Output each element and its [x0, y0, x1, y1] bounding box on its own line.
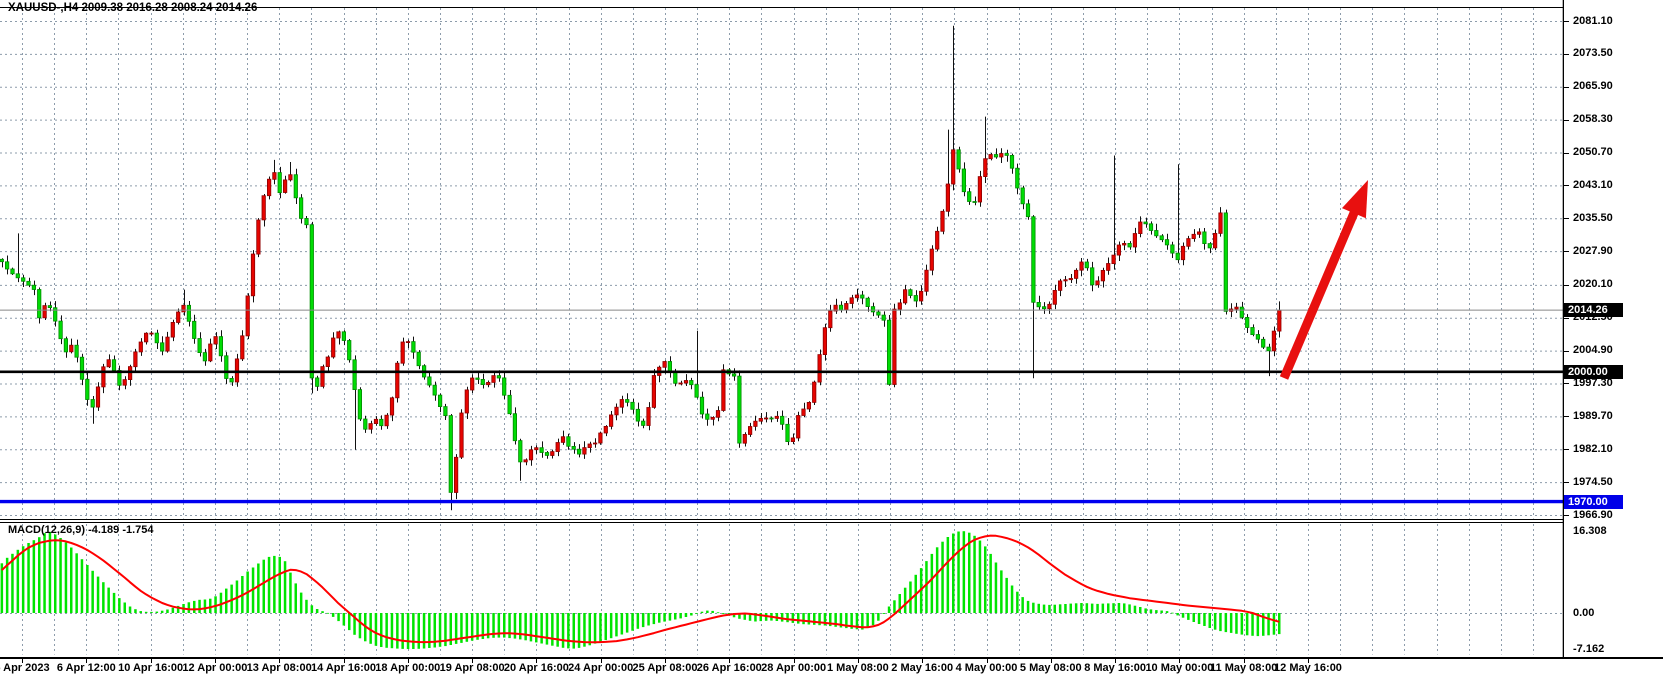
time-axis-label: 19 Apr 08:00: [439, 662, 505, 674]
price-axis-label: 2065.90: [1573, 80, 1613, 93]
time-axis-label: 8 May 16:00: [1084, 662, 1146, 674]
time-axis-tick: [86, 659, 87, 663]
time-axis-tick: [1051, 659, 1052, 663]
time-axis-label: 2 May 16:00: [891, 662, 954, 674]
time-axis-label: 24 Apr 00:00: [568, 662, 634, 674]
time-axis-tick: [922, 659, 923, 663]
price-axis-tick: [1564, 21, 1569, 22]
time-axis-tick: [22, 659, 23, 663]
price-axis-tick: [1564, 153, 1569, 154]
macd-histogram: [0, 531, 1281, 649]
time-axis-label: 10 May 00:00: [1145, 662, 1214, 674]
price-axis-label: 2035.50: [1573, 211, 1613, 224]
time-axis-label: 14 Apr 16:00: [310, 662, 377, 674]
price-axis-tick: [1564, 318, 1569, 319]
time-axis-label: 5 May 08:00: [1019, 662, 1082, 674]
price-axis-tick: [1564, 185, 1569, 186]
price-axis-label: 1989.70: [1573, 409, 1613, 422]
bull-candles: [42, 149, 1282, 493]
time-axis-tick: [1115, 659, 1116, 663]
macd-axis-label: 0.00: [1573, 606, 1595, 619]
price-axis-label: 2073.50: [1573, 47, 1613, 60]
time-axis-tick: [601, 659, 602, 663]
price-axis-label: 2027.90: [1573, 244, 1613, 257]
macd-indicator-label: MACD(12,26,9) -4.189 -1.754: [8, 524, 154, 536]
time-axis-label: 5 Apr 2023: [0, 662, 50, 674]
trend-arrow[interactable]: [1279, 180, 1368, 380]
price-axis-label: 2081.10: [1573, 14, 1613, 27]
time-axis-label: 28 Apr 00:00: [761, 662, 827, 674]
time-axis-label: 6 Apr 12:00: [56, 662, 116, 674]
price-axis[interactable]: 2081.10 2073.50 2065.90 2058.30 2050.70 2043.…: [1564, 0, 1663, 657]
price-axis-tick: [1564, 87, 1569, 88]
price-axis-tick: [1564, 515, 1569, 516]
time-axis-label: 26 Apr 16:00: [696, 662, 762, 674]
price-axis-tick: [1564, 251, 1569, 252]
line-price-badge: 1970.00: [1564, 494, 1623, 509]
macd-axis-label: 16.308: [1573, 524, 1607, 537]
panel-borders: [0, 0, 1564, 657]
time-axis-tick: [665, 659, 666, 663]
price-axis-tick: [1564, 54, 1569, 55]
price-axis-tick: [1564, 449, 1569, 450]
macd-signal-line: [1, 534, 1280, 644]
time-axis-label: 10 Apr 16:00: [118, 662, 184, 674]
time-axis-tick: [1179, 659, 1180, 663]
time-axis-label: 13 Apr 08:00: [246, 662, 312, 674]
price-axis-tick: [1564, 120, 1569, 121]
price-axis-label: 2058.30: [1573, 113, 1613, 126]
price-axis-label: 2020.10: [1573, 278, 1613, 291]
time-axis-label: 20 Apr 16:00: [503, 662, 569, 674]
price-axis-tick: [1564, 383, 1569, 384]
time-axis-label: 4 May 00:00: [955, 662, 1018, 674]
price-axis-label: 1982.10: [1573, 442, 1613, 455]
time-axis-tick: [987, 659, 988, 663]
time-axis-tick: [215, 659, 216, 663]
price-axis-tick: [1564, 285, 1569, 286]
price-axis-label: 1974.50: [1573, 475, 1613, 488]
time-axis-tick: [151, 659, 152, 663]
price-axis-label: 2050.70: [1573, 146, 1613, 158]
time-axis-tick: [858, 659, 859, 663]
time-axis-label: 12 Apr 00:00: [182, 662, 248, 674]
time-axis-tick: [279, 659, 280, 663]
chart-canvas[interactable]: [0, 0, 1564, 657]
time-axis-tick: [794, 659, 795, 663]
price-axis-tick: [1564, 416, 1569, 417]
price-axis-label: 2004.90: [1573, 344, 1613, 357]
time-axis-label: 11 May 08:00: [1210, 662, 1278, 674]
price-axis-tick: [1564, 351, 1569, 352]
time-axis-tick: [472, 659, 473, 663]
line-price-badge: 2000.00: [1564, 364, 1623, 379]
macd-axis-label: -7.162: [1573, 642, 1605, 655]
time-axis-label: 25 Apr 08:00: [632, 662, 698, 674]
price-axis-tick: [1564, 218, 1569, 219]
price-axis-label: 1966.90: [1573, 508, 1613, 521]
price-axis-label: 2043.10: [1573, 178, 1613, 191]
time-axis-tick: [408, 659, 409, 663]
time-axis-tick: [344, 659, 345, 663]
time-axis-label: 1 May 08:00: [827, 662, 889, 674]
current-price-badge: 2014.26: [1564, 303, 1623, 318]
time-axis-tick: [729, 659, 730, 663]
bear-candles: [0, 149, 1271, 493]
time-axis-tick: [1308, 659, 1309, 663]
price-axis-label: 1997.30: [1573, 376, 1613, 389]
time-axis-label: 18 Apr 00:00: [375, 662, 441, 674]
time-axis-label: 12 May 16:00: [1274, 662, 1342, 674]
price-axis-tick: [1564, 482, 1569, 483]
chart-title-ohlc: XAUUSD-,H4 2009.38 2016.28 2008.24 2014.…: [8, 2, 258, 14]
time-axis-tick: [1244, 659, 1245, 663]
grid-lines: [0, 8, 1563, 655]
time-axis-tick: [536, 659, 537, 663]
